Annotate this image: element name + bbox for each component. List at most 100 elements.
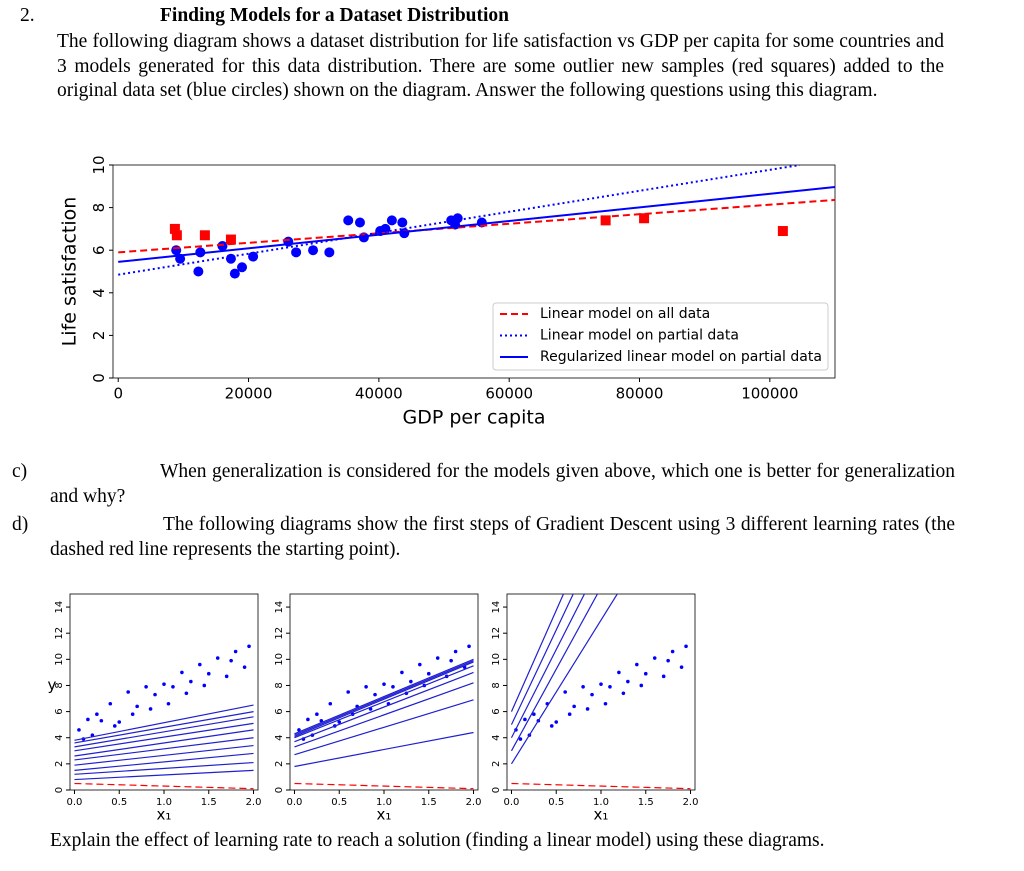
point — [233, 649, 238, 654]
legend-label: Linear model on partial data — [540, 328, 739, 344]
x-tick-label: 0.0 — [67, 797, 83, 808]
point — [229, 268, 240, 279]
model-line — [510, 594, 586, 739]
point — [108, 701, 113, 706]
point — [171, 245, 182, 256]
point — [585, 707, 590, 711]
point — [343, 215, 354, 226]
point — [467, 644, 471, 649]
y-tick-label: 10 — [274, 653, 285, 666]
y-tick-label: 2 — [54, 761, 65, 767]
point — [297, 728, 301, 732]
point — [391, 684, 395, 689]
y-tick-label: 4 — [54, 735, 65, 741]
intro-paragraph: The following diagram shows a dataset di… — [57, 31, 944, 101]
point — [148, 707, 153, 711]
point — [346, 690, 350, 694]
point — [364, 684, 368, 689]
chart: 0.0 0.5 1.0 1.5 2.0 0 2 4 6 8 10 12 14 x₁ — [491, 593, 698, 824]
point — [400, 670, 404, 675]
point — [130, 712, 135, 717]
point — [600, 215, 611, 226]
model-line — [118, 198, 835, 254]
point — [242, 665, 247, 669]
model-line — [294, 682, 474, 748]
point — [135, 704, 139, 709]
point — [617, 670, 621, 675]
model-line — [74, 761, 254, 775]
point — [382, 682, 386, 686]
point — [162, 682, 166, 686]
point — [532, 712, 536, 717]
point — [144, 684, 148, 689]
point — [189, 679, 193, 684]
x-tick-label: 60000 — [485, 385, 533, 403]
point — [435, 656, 440, 660]
point — [684, 644, 688, 649]
point — [626, 679, 630, 684]
y-tick-label: 12 — [54, 627, 65, 640]
point — [449, 658, 453, 663]
point — [409, 679, 413, 684]
model-line — [510, 594, 618, 765]
point — [373, 692, 377, 697]
point — [639, 683, 644, 688]
point — [666, 658, 670, 663]
x-tick-label: 0.0 — [287, 797, 303, 808]
y-tick-label: 12 — [491, 627, 502, 640]
plot-area — [74, 644, 254, 790]
point — [643, 671, 648, 676]
model-line — [511, 782, 691, 790]
point — [112, 724, 117, 728]
model-line — [74, 744, 254, 766]
point — [184, 691, 189, 696]
x-tick-label: 1.5 — [201, 797, 217, 808]
model-line — [510, 594, 565, 712]
point — [193, 266, 204, 277]
x-axis-label: x₁ — [594, 806, 609, 824]
point — [608, 684, 612, 689]
x-tick-label: 20000 — [225, 385, 273, 403]
point — [171, 230, 182, 241]
part-question: Explain the effect of learning rate to r… — [50, 830, 825, 851]
x-tick-label: 1.0 — [376, 797, 392, 808]
y-tick-label: 6 — [274, 708, 285, 714]
point — [563, 690, 567, 694]
plot-frame — [289, 593, 479, 791]
point — [206, 671, 211, 676]
point — [549, 724, 554, 728]
y-tick-label: 14 — [274, 601, 285, 614]
x-tick-label: 40000 — [355, 385, 403, 403]
x-tick-label: 2.0 — [246, 797, 262, 808]
plot-frame — [69, 593, 259, 791]
model-line — [510, 594, 574, 725]
point — [581, 684, 585, 689]
point — [199, 230, 210, 241]
point — [117, 720, 122, 724]
point — [86, 717, 90, 722]
point — [603, 701, 608, 706]
point — [95, 712, 99, 717]
model-line — [74, 769, 254, 781]
model-line — [294, 699, 474, 756]
point — [225, 234, 236, 245]
model-line — [74, 752, 254, 771]
y-tick-label: 10 — [90, 155, 108, 174]
x-tick-label: 0.5 — [331, 797, 347, 808]
point — [153, 692, 157, 697]
question-number: 2. — [20, 5, 35, 26]
point — [567, 712, 572, 717]
point — [590, 692, 594, 697]
x-axis-label: x₁ — [377, 806, 392, 824]
y-tick-label: 8 — [274, 682, 285, 688]
point — [202, 683, 207, 688]
question-title: Finding Models for a Dataset Distributio… — [160, 5, 510, 26]
point — [337, 720, 342, 724]
x-tick-label: 1.5 — [638, 797, 654, 808]
model-line — [74, 704, 254, 741]
y-tick-label: 0 — [274, 787, 285, 793]
model-line — [294, 665, 474, 739]
point — [166, 701, 171, 706]
point — [354, 217, 365, 228]
